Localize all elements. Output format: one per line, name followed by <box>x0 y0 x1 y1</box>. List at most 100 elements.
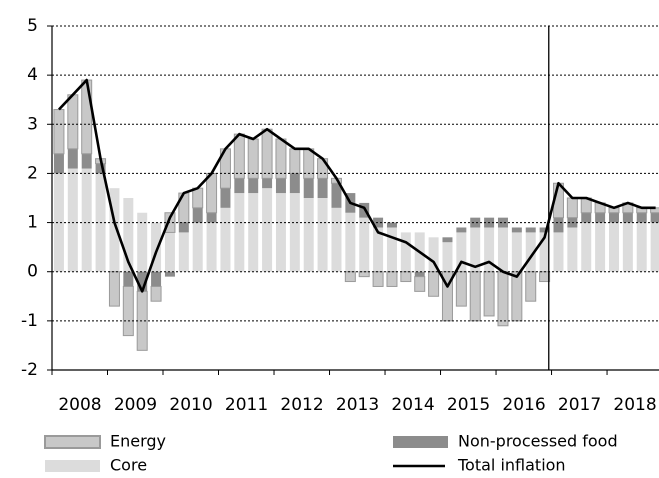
bar <box>234 178 245 194</box>
bar <box>650 222 659 272</box>
bar <box>262 178 273 189</box>
x-tick-label: 2015 <box>447 395 490 415</box>
bar <box>248 178 259 194</box>
y-tick-label: 0 <box>27 262 38 282</box>
bar <box>261 128 273 179</box>
bar <box>539 227 550 233</box>
bar <box>566 197 578 219</box>
bar <box>206 222 217 272</box>
bar <box>53 173 64 272</box>
bar <box>400 271 412 283</box>
bar <box>456 232 467 272</box>
bar <box>303 198 314 272</box>
bar <box>511 227 522 233</box>
bar <box>137 271 148 292</box>
bar <box>192 222 203 272</box>
line <box>57 78 656 293</box>
bar <box>53 153 64 174</box>
bar <box>67 168 78 272</box>
bar <box>636 212 647 223</box>
legend-swatch <box>393 436 448 448</box>
bar <box>386 227 397 272</box>
y-tick-label: -1 <box>21 311 38 331</box>
bar <box>303 178 314 198</box>
bar <box>95 163 106 174</box>
bar <box>67 148 78 169</box>
y-tick-label: 4 <box>27 65 38 85</box>
bar <box>608 212 619 223</box>
bar <box>595 212 606 223</box>
bar <box>123 198 134 272</box>
bar <box>442 242 453 272</box>
bar <box>317 178 328 198</box>
legend-label: Energy <box>110 432 166 451</box>
y-tick-label: 5 <box>27 16 38 36</box>
bar <box>484 227 495 272</box>
bar <box>428 237 439 272</box>
x-tick-label: 2017 <box>558 395 601 415</box>
bar <box>497 217 508 228</box>
bar <box>470 217 481 228</box>
bar <box>581 212 592 223</box>
x-tick-label: 2014 <box>391 395 434 415</box>
bar <box>109 188 120 272</box>
bar <box>151 222 162 272</box>
x-tick-label: 2018 <box>613 395 656 415</box>
bar <box>137 212 148 272</box>
bar <box>164 271 175 277</box>
bar <box>595 222 606 272</box>
bar <box>81 79 93 155</box>
bar <box>164 232 175 272</box>
bar <box>289 173 300 194</box>
bar <box>234 193 245 272</box>
bar <box>386 222 397 228</box>
bar <box>525 271 537 302</box>
legend-label: Non-processed food <box>458 432 618 451</box>
bar <box>178 222 189 233</box>
bar <box>275 193 286 272</box>
bar <box>262 188 273 272</box>
bar <box>455 271 467 307</box>
bar <box>441 271 453 322</box>
bar <box>497 271 509 327</box>
bar <box>53 109 65 155</box>
bar <box>150 285 162 302</box>
y-tick-label: -2 <box>21 360 38 380</box>
bar <box>553 232 564 272</box>
bar <box>247 138 259 179</box>
legend-label: Total inflation <box>457 456 566 475</box>
bar <box>206 172 218 214</box>
bar <box>192 207 203 223</box>
bar <box>248 193 259 272</box>
bar <box>525 227 536 233</box>
bar <box>622 222 633 272</box>
bar <box>81 168 92 272</box>
bar <box>539 271 551 283</box>
bar <box>289 193 300 272</box>
bar <box>206 212 217 223</box>
x-tick-label: 2008 <box>58 395 101 415</box>
bar <box>81 153 92 169</box>
bar <box>344 271 356 283</box>
bar <box>108 271 120 307</box>
bar <box>428 271 440 297</box>
bar <box>359 217 370 272</box>
x-tick-label: 2013 <box>336 395 379 415</box>
bar <box>233 133 245 179</box>
bar <box>608 222 619 272</box>
y-tick-label: 2 <box>27 163 38 183</box>
bar <box>636 222 647 272</box>
bar <box>67 94 79 150</box>
bar <box>581 222 592 272</box>
x-tick-label: 2012 <box>280 395 323 415</box>
bar <box>345 212 356 272</box>
y-tick-label: 3 <box>27 114 38 134</box>
bar <box>275 138 287 179</box>
legend-swatch <box>44 435 101 449</box>
bar <box>123 271 134 287</box>
bar <box>414 271 425 277</box>
bar <box>220 207 231 272</box>
bar <box>553 217 564 233</box>
bar <box>289 148 301 174</box>
